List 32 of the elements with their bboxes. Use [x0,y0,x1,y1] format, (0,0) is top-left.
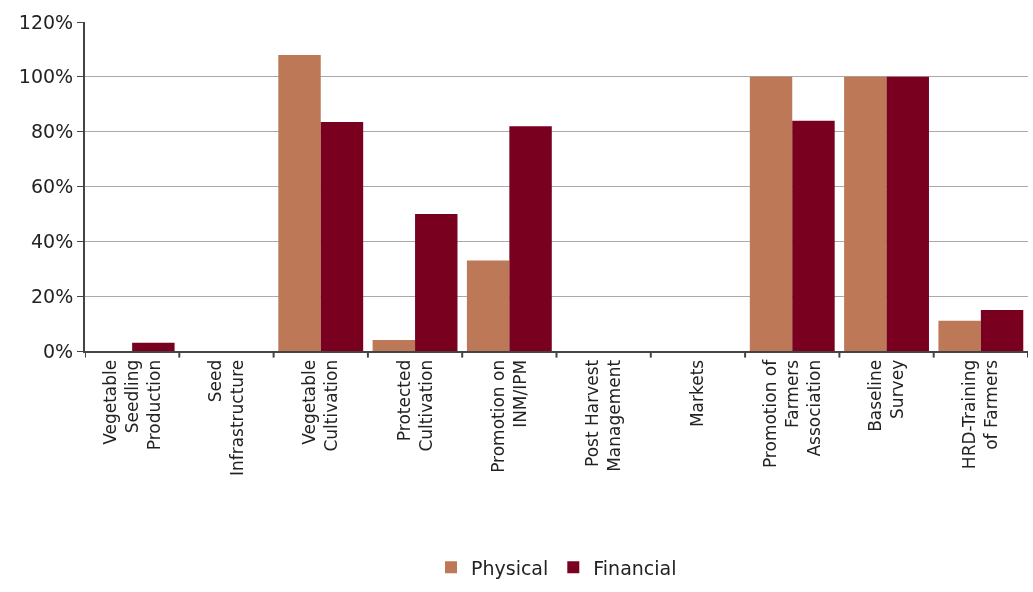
x-tick-label: Promotion on INM/IPM [487,359,530,473]
x-tick-label: HRD-Training of Farmers [959,359,1002,470]
x-tick-label: Vegetable Cultivation [299,359,342,452]
legend-label: Physical [471,556,549,579]
bar [372,340,416,351]
bar [320,122,364,351]
bar [844,76,887,351]
y-tick-label: 40% [30,229,74,252]
bar [749,76,793,351]
bar [886,76,929,351]
y-tick-label: 0% [43,339,74,362]
y-tick-label: 60% [30,175,74,198]
y-tick-label: 100% [18,65,74,88]
bar [980,309,1024,351]
bar [278,54,321,351]
y-tick-label: 80% [30,120,74,143]
x-tick-label: Post Harvest Management [582,359,625,472]
bar [509,126,552,351]
x-tick-label: Seed Infrastructure [204,359,248,477]
bar [132,342,175,351]
y-tick-label: 20% [30,284,74,307]
x-tick-label: Markets [687,359,708,428]
bar [466,260,510,351]
x-tick-label: Vegetable Seedling Production [99,359,164,451]
bar [792,120,835,351]
x-tick-label: Baseline Survey [865,359,908,432]
y-tick-label: 120% [18,10,74,33]
bar [938,320,981,351]
legend-label: Financial [593,556,677,579]
x-tick-label: Protected Cultivation [393,359,436,452]
x-tick-label: Promotion of Farmers Association [759,358,824,469]
bar [415,213,458,351]
